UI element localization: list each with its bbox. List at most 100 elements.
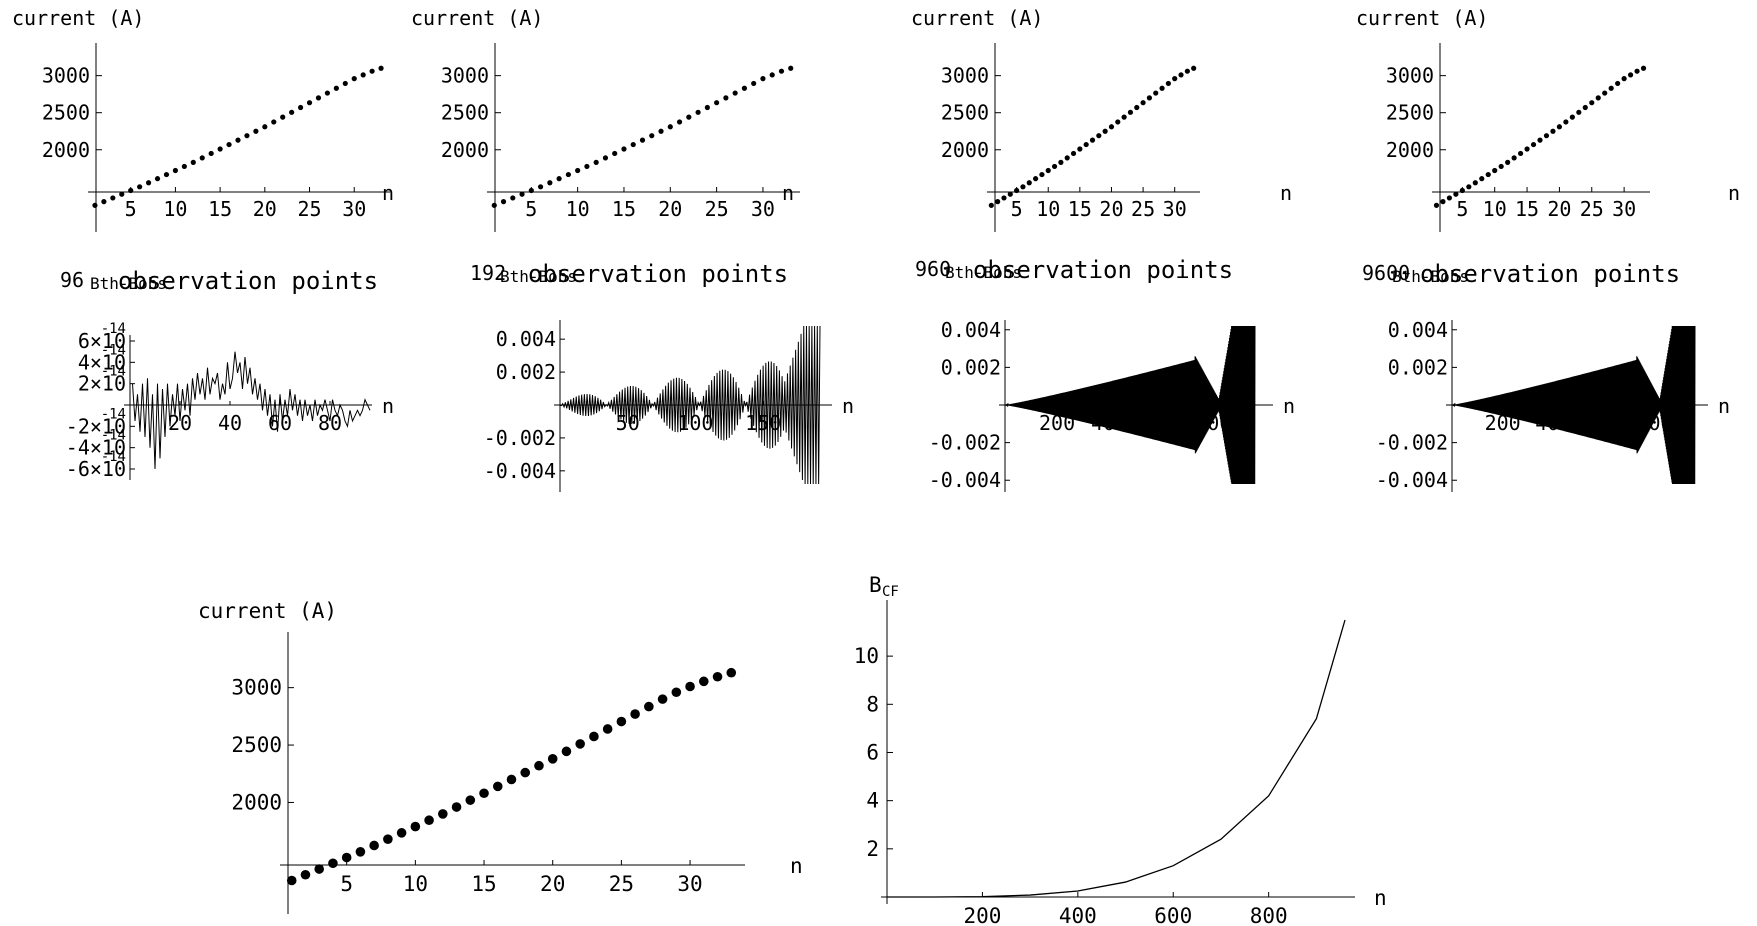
y-tick-exponent: -14 bbox=[101, 342, 126, 358]
y-tick-exponent: -14 bbox=[101, 321, 126, 337]
data-point bbox=[1014, 187, 1020, 194]
y-tick-label: 2000 bbox=[231, 790, 282, 814]
data-point bbox=[565, 171, 571, 178]
y-tick-label: 0.002 bbox=[941, 355, 1001, 379]
data-point bbox=[751, 80, 757, 87]
x-tick-label: 800 bbox=[1250, 904, 1288, 926]
data-point bbox=[383, 834, 393, 844]
x-tick-label: 200 bbox=[963, 904, 1001, 926]
x-tick-label: 10 bbox=[1036, 197, 1060, 221]
y-tick-label: 2000 bbox=[941, 138, 989, 162]
data-point bbox=[769, 72, 775, 78]
y-tick-label: -0.002 bbox=[1376, 431, 1448, 455]
x-tick-label: 30 bbox=[1612, 197, 1636, 221]
data-point bbox=[1517, 150, 1524, 157]
data-point bbox=[760, 76, 766, 82]
y-tick-label: 0.004 bbox=[1388, 318, 1448, 342]
data-point bbox=[1102, 128, 1108, 134]
data-point bbox=[1108, 124, 1115, 130]
y-tick-exponent: -14 bbox=[101, 364, 126, 380]
y-tick-label: 6×10 bbox=[78, 329, 126, 353]
data-point bbox=[1026, 180, 1032, 186]
x-tick-label: 15 bbox=[208, 197, 232, 221]
x-axis-label: n bbox=[1374, 886, 1387, 910]
x-tick-label: 15 bbox=[1068, 197, 1092, 221]
data-point bbox=[788, 65, 794, 71]
data-point bbox=[1537, 137, 1543, 143]
y-tick-label: 2500 bbox=[441, 101, 489, 125]
data-point bbox=[253, 128, 259, 134]
x-tick-label: 5 bbox=[525, 197, 537, 221]
x-tick-label: 5 bbox=[1456, 197, 1468, 221]
x-axis-label: n bbox=[382, 394, 394, 418]
data-point bbox=[154, 176, 161, 182]
y-tick-label: 6 bbox=[866, 740, 879, 764]
x-tick-label: 10 bbox=[403, 872, 428, 896]
data-point bbox=[1172, 76, 1178, 82]
data-point bbox=[644, 701, 654, 712]
bcf-chart: B CF n 2 4 6 8 10 200 400 600 800 bbox=[854, 573, 1387, 926]
x-tick-label: 15 bbox=[1515, 197, 1539, 221]
y-tick-label: 3000 bbox=[441, 64, 489, 88]
data-point bbox=[1089, 137, 1096, 143]
data-point bbox=[355, 846, 366, 857]
data-point bbox=[575, 167, 581, 174]
data-point bbox=[119, 191, 125, 197]
y-tick-exponent: -14 bbox=[101, 406, 126, 422]
y-tick-label: 0.004 bbox=[941, 318, 1001, 342]
data-point bbox=[1039, 171, 1045, 178]
data-point bbox=[714, 100, 720, 106]
x-tick-label: 30 bbox=[342, 197, 366, 221]
data-point bbox=[289, 109, 295, 115]
chart-title: observation points bbox=[1420, 260, 1680, 288]
x-axis-label: n bbox=[782, 181, 794, 205]
data-point bbox=[712, 671, 723, 682]
data-point bbox=[280, 114, 286, 120]
data-point bbox=[1543, 133, 1550, 139]
data-point bbox=[1070, 150, 1077, 157]
y-axis-label: current (A) bbox=[198, 599, 337, 623]
data-point bbox=[519, 191, 525, 197]
y-tick-label: 2500 bbox=[231, 733, 282, 757]
data-point bbox=[410, 821, 421, 832]
data-point bbox=[163, 171, 170, 178]
data-point bbox=[1459, 187, 1465, 194]
x-tick-label: 5 bbox=[1011, 197, 1023, 221]
point-count-label: 960 bbox=[915, 257, 951, 281]
y-tick-label: 0.004 bbox=[496, 327, 556, 351]
x-tick-label: 10 bbox=[1483, 197, 1507, 221]
y-tick-label: 2500 bbox=[941, 101, 989, 125]
data-point bbox=[520, 767, 531, 778]
data-point bbox=[698, 676, 709, 687]
y-tick-label: 2000 bbox=[441, 138, 489, 162]
data-point bbox=[1153, 90, 1159, 96]
data-point bbox=[306, 100, 313, 106]
x-tick-label: 20 bbox=[1547, 197, 1571, 221]
residual-line bbox=[1451, 325, 1696, 485]
y-tick-label: -0.002 bbox=[484, 426, 556, 450]
y-tick-label: 3000 bbox=[1386, 64, 1434, 88]
data-point bbox=[639, 137, 646, 143]
bcf-curve bbox=[887, 619, 1346, 898]
data-point bbox=[510, 195, 516, 201]
data-point bbox=[657, 694, 668, 704]
x-tick-label: 20 bbox=[1099, 197, 1123, 221]
y-tick-label: -2×10 bbox=[66, 414, 126, 438]
y-tick-label: 2500 bbox=[42, 101, 90, 125]
data-point bbox=[602, 155, 609, 161]
data-point bbox=[1524, 146, 1530, 152]
data-point bbox=[145, 180, 152, 186]
data-point bbox=[1569, 114, 1575, 120]
x-tick-label: 50 bbox=[616, 411, 640, 435]
y-tick-label: 3000 bbox=[42, 64, 90, 88]
data-point bbox=[726, 667, 737, 678]
data-point bbox=[342, 80, 348, 87]
x-tick-label: 25 bbox=[609, 872, 634, 896]
data-point bbox=[128, 187, 134, 194]
residual-line bbox=[559, 325, 821, 485]
x-tick-label: 20 bbox=[540, 872, 565, 896]
data-point bbox=[1146, 95, 1153, 101]
data-point bbox=[695, 109, 701, 115]
